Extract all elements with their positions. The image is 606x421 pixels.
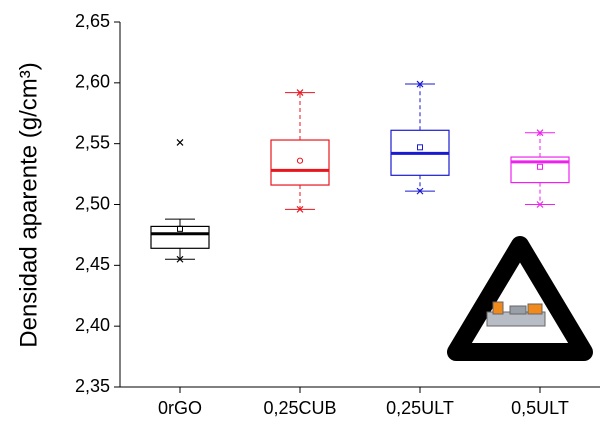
extreme-marker	[296, 205, 304, 213]
y-tick-label: 2,50	[75, 193, 110, 213]
x-tick-label: 0,25ULT	[386, 398, 454, 418]
x-tick-label: 0,25CUB	[263, 398, 336, 418]
y-tick-label: 2,55	[75, 132, 110, 152]
extreme-marker	[536, 201, 544, 208]
box	[150, 225, 210, 249]
mean-marker	[417, 144, 423, 151]
extreme-marker	[176, 139, 184, 146]
y-tick-label: 2,40	[75, 315, 110, 335]
extreme-marker	[416, 187, 424, 195]
box	[510, 156, 570, 184]
box	[270, 139, 330, 186]
extreme-marker	[536, 129, 544, 137]
y-tick-label: 2,60	[75, 72, 110, 92]
mean-marker	[177, 225, 183, 232]
extreme-marker	[416, 80, 424, 88]
y-tick-label: 2,45	[75, 254, 110, 274]
x-tick-label: 0rGO	[158, 398, 202, 418]
extreme-marker	[296, 89, 304, 96]
x-tick-label: 0,5ULT	[511, 398, 569, 418]
y-tick-label: 2,65	[75, 11, 110, 31]
extruder-icon	[447, 236, 593, 361]
y-axis-label: Densidad aparente (g/cm³)	[15, 62, 42, 347]
mean-marker	[296, 157, 304, 164]
mean-marker	[537, 163, 543, 170]
extreme-marker	[176, 255, 184, 263]
y-tick-label: 2,35	[75, 376, 110, 396]
